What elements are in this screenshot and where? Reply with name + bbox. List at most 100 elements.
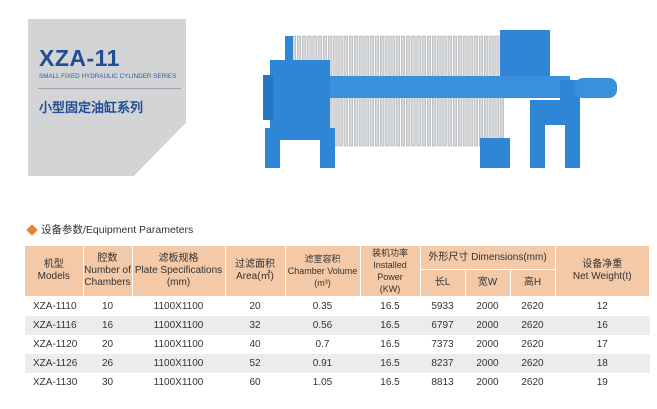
table-cell: 0.91 xyxy=(285,354,360,373)
table-cell: 2620 xyxy=(521,377,544,388)
filter-plate xyxy=(489,35,494,79)
table-cell: 16 xyxy=(555,316,650,335)
filter-plate xyxy=(411,95,416,147)
col-length: 长L xyxy=(420,269,466,297)
head-frame xyxy=(285,36,293,62)
filter-plate xyxy=(343,35,348,79)
table-cell: XZA-1126 xyxy=(25,354,83,373)
table-cell: 8813 xyxy=(431,377,454,388)
filter-plate xyxy=(468,95,473,147)
filter-plate xyxy=(380,95,385,147)
col-chambers: 腔数 Number of Chambers xyxy=(83,246,133,297)
filter-plate xyxy=(380,35,385,79)
table-cell: 26 xyxy=(83,354,132,373)
filter-plate xyxy=(447,95,452,147)
filter-plate xyxy=(494,35,499,79)
table-cell: 0.7 xyxy=(315,339,330,350)
orange-diamond-icon xyxy=(26,223,38,236)
table-cell: 16.5 xyxy=(380,339,400,350)
head-side xyxy=(263,75,273,120)
table-row: XZA-1126 26 1100X1100 52 0.91 16.5 8237 2000 262… xyxy=(25,354,650,373)
col-weight: 设备净重 Net Weight(t) xyxy=(555,246,650,297)
table-cell: 16.5 xyxy=(360,354,420,373)
table-cell: 16.5 xyxy=(380,377,400,388)
table-cell: 16.5 xyxy=(360,316,420,335)
filter-plate xyxy=(411,35,416,79)
filter-plate xyxy=(452,35,458,79)
filter-plate xyxy=(437,95,442,147)
col-volume: 滤室容积 Chamber Volume (m³) xyxy=(285,246,361,297)
table-cell: 0.35 xyxy=(312,301,333,312)
table-row: XZA-1110 10 1100X1100 20 0.35 16.5 5933 2000 262… xyxy=(25,297,650,317)
filter-plate xyxy=(385,95,390,147)
table-cell: 60 xyxy=(249,377,261,388)
table-cell: 2000 xyxy=(465,316,510,335)
col-model: 机型 Models xyxy=(25,246,84,297)
section-label: 设备参数/Equipment Parameters xyxy=(41,224,194,236)
filter-plate xyxy=(338,95,343,147)
filter-plate xyxy=(369,95,374,147)
section-heading: 设备参数/Equipment Parameters xyxy=(26,222,194,237)
table-cell: 2000 xyxy=(476,377,499,388)
table-cell: 1100X1100 xyxy=(132,354,225,373)
table-cell: 2620 xyxy=(521,339,544,350)
table-cell: 2620 xyxy=(510,316,555,335)
filter-plate xyxy=(416,35,421,79)
hydraulic-cylinder xyxy=(575,78,617,98)
table-cell: 2620 xyxy=(521,301,544,312)
table-cell: 8237 xyxy=(420,354,465,373)
table-cell: 1100X1100 xyxy=(153,377,204,388)
filter-plate xyxy=(416,95,421,147)
filter-plate xyxy=(447,35,452,79)
filter-plate xyxy=(354,35,359,79)
table-cell: 6797 xyxy=(420,316,465,335)
filter-plate xyxy=(484,35,489,79)
filter-plate xyxy=(390,95,395,147)
col-height: 高H xyxy=(510,269,556,297)
filter-plate xyxy=(442,95,447,147)
filter-plate xyxy=(478,35,484,79)
series-subtitle: SMALL FIXED HYDRAULIC CYLINDER SERIES xyxy=(39,73,177,80)
filter-plate xyxy=(374,95,380,147)
filter-plate xyxy=(442,35,447,79)
filter-plate xyxy=(473,35,478,79)
filter-plate xyxy=(395,35,400,79)
table-cell: 20 xyxy=(249,301,261,312)
table-row: XZA-1116 16 1100X1100 32 0.56 16.5 6797 2000 262… xyxy=(25,316,650,335)
table-cell: 2000 xyxy=(476,301,499,312)
table-row: XZA-1130 30 1100X1100 60 1.05 16.5 8813 2000 262… xyxy=(25,373,650,392)
filter-plate xyxy=(364,95,369,147)
filter-plates-top xyxy=(291,35,504,79)
col-area: 过滤面积 Area(㎡) xyxy=(225,246,286,297)
filter-plate xyxy=(426,35,432,79)
filter-plate xyxy=(348,35,354,79)
filter-plate xyxy=(359,35,364,79)
filter-plate xyxy=(468,35,473,79)
table-cell: 16 xyxy=(83,316,132,335)
table-cell: 52 xyxy=(225,354,285,373)
table-cell: 1100X1100 xyxy=(153,339,204,350)
filter-plate xyxy=(385,35,390,79)
filter-plate xyxy=(359,95,364,147)
table-cell: XZA-1116 xyxy=(25,316,83,335)
divider xyxy=(38,88,181,89)
col-dimensions: 外形尺寸 Dimensions(mm) xyxy=(420,246,556,271)
table-cell: 18 xyxy=(555,354,650,373)
filter-plate xyxy=(421,35,426,79)
filter-plate xyxy=(426,95,432,147)
col-plate: 滤板规格 Plate Specifications (mm) xyxy=(132,246,226,297)
filter-plate xyxy=(374,35,380,79)
filter-plate xyxy=(390,35,395,79)
filter-plate xyxy=(406,95,411,147)
filter-plate xyxy=(473,95,478,147)
table-cell: 1100X1100 xyxy=(153,301,204,312)
col-power: 装机功率 Installed Power (KW) xyxy=(360,246,421,297)
filter-plate xyxy=(458,95,463,147)
table-cell: 2000 xyxy=(476,339,499,350)
parameters-table: 机型 Models 腔数 Number of Chambers 滤板规格 Plate S… xyxy=(25,246,650,392)
table-cell: 1100X1100 xyxy=(132,316,225,335)
table-cell: 12 xyxy=(596,301,608,312)
table-cell: 20 xyxy=(101,339,114,350)
